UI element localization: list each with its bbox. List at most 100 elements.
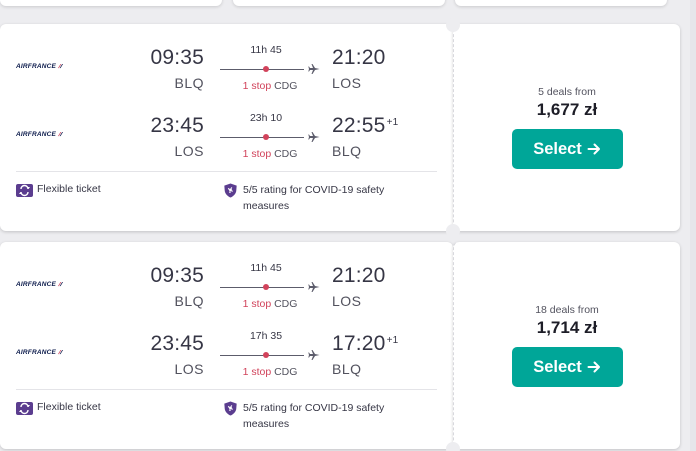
previous-result-edge: [0, 0, 696, 6]
departure-time: 09:35: [150, 46, 204, 69]
covid-rating-label: 5/5 rating for COVID-19 safety measures: [243, 184, 385, 212]
arrival-time: 21:20: [332, 46, 387, 70]
flight-duration: 17h 35: [249, 330, 283, 342]
departure-airport: LOS: [174, 361, 204, 377]
airline-name: AIRFRANCE: [16, 280, 57, 288]
airfrance-swoosh-icon: [58, 281, 64, 286]
stops-info: 1 stop CDG: [220, 148, 320, 160]
deals-count: 18 deals from: [535, 304, 599, 316]
flexible-ticket-feature: Flexible ticket: [16, 401, 101, 416]
covid-shield-icon: [224, 183, 237, 198]
price: 1,714 zł: [536, 318, 598, 337]
stop-dot: [263, 284, 269, 290]
itinerary-panel[interactable]: AIRFRANCE 09:35 BLQ 11h 45 1 stop CDG 21…: [0, 24, 453, 231]
arrival-airport: BLQ: [332, 143, 362, 159]
arrival-airport: LOS: [332, 293, 362, 309]
covid-rating-label: 5/5 rating for COVID-19 safety measures: [243, 402, 385, 430]
departure-airport: BLQ: [174, 75, 204, 91]
arrow-right-icon: [587, 361, 600, 373]
ticket-notch: [446, 18, 460, 32]
plane-icon: [308, 350, 320, 360]
select-label: Select: [533, 139, 582, 158]
stop-count: 1 stop: [242, 366, 272, 378]
price-panel: 5 deals from 1,677 zł Select: [453, 24, 680, 231]
stops-info: 1 stop CDG: [220, 366, 320, 378]
route-line: [220, 281, 320, 293]
result-card[interactable]: AIRFRANCE 09:35 BLQ 11h 45 1 stop CDG 21…: [0, 242, 680, 449]
stop-dot: [263, 66, 269, 72]
flight-duration: 23h 10: [249, 112, 283, 124]
route-line: [220, 131, 320, 143]
previous-card-stub: [233, 0, 445, 6]
result-card[interactable]: AIRFRANCE 09:35 BLQ 11h 45 1 stop CDG 21…: [0, 24, 680, 231]
previous-card-stub: [0, 0, 222, 6]
airfrance-swoosh-icon: [58, 131, 64, 136]
departure-time: 09:35: [150, 264, 204, 287]
arrival-airport: BLQ: [332, 361, 362, 377]
stop-count: 1 stop: [242, 298, 272, 310]
covid-shield-icon: [224, 401, 237, 416]
flight-leg-return: AIRFRANCE 23:45 LOS 23h 10 1 stop CDG 22…: [16, 112, 436, 174]
card-divider: [16, 389, 437, 390]
airline-name: AIRFRANCE: [16, 130, 57, 138]
flight-duration: 11h 45: [250, 44, 282, 56]
arrival-time: 21:20: [332, 264, 387, 288]
airline-name: AIRFRANCE: [16, 348, 57, 356]
arrival-airport: LOS: [332, 75, 362, 91]
plane-icon: [308, 282, 320, 292]
departure-airport: LOS: [174, 143, 204, 159]
covid-rating-feature: 5/5 rating for COVID-19 safety measures: [222, 183, 423, 214]
flight-leg-outbound: AIRFRANCE 09:35 BLQ 11h 45 1 stop CDG 21…: [16, 44, 436, 106]
arrival-time: 22:55+1: [332, 114, 398, 138]
flexible-ticket-icon: [16, 402, 33, 415]
arrival-time-value: 21:20: [332, 264, 386, 287]
deals-count: 5 deals from: [538, 86, 596, 98]
departure-time: 23:45: [150, 332, 204, 355]
airline-name: AIRFRANCE: [16, 62, 57, 70]
ticket-notch: [446, 442, 460, 451]
plane-icon: [308, 64, 320, 74]
arrival-time-value: 21:20: [332, 46, 386, 69]
plane-icon: [308, 132, 320, 142]
stops-info: 1 stop CDG: [220, 80, 320, 92]
airline-logo: AIRFRANCE: [16, 278, 76, 290]
select-button[interactable]: Select: [511, 129, 623, 169]
stops-info: 1 stop CDG: [220, 298, 320, 310]
airline-logo: AIRFRANCE: [16, 60, 76, 72]
previous-card-stub: [455, 0, 667, 6]
flexible-ticket-feature: Flexible ticket: [16, 183, 101, 198]
arrival-time-value: 22:55: [332, 114, 386, 137]
departure-airport: BLQ: [174, 293, 204, 309]
departure-time: 23:45: [150, 114, 204, 137]
card-divider: [16, 171, 437, 172]
arrival-time-value: 17:20: [332, 332, 386, 355]
stop-count: 1 stop: [242, 148, 272, 160]
airfrance-swoosh-icon: [58, 349, 64, 354]
flexible-ticket-label: Flexible ticket: [37, 183, 101, 195]
stop-airport: CDG: [274, 366, 298, 378]
stop-airport: CDG: [274, 148, 298, 160]
route-line: [220, 349, 320, 361]
ticket-notch: [446, 224, 460, 238]
airline-logo: AIRFRANCE: [16, 128, 76, 140]
select-label: Select: [533, 357, 582, 376]
arrow-right-icon: [587, 143, 600, 155]
covid-rating-feature: 5/5 rating for COVID-19 safety measures: [222, 401, 423, 432]
arrival-day-offset: +1: [386, 335, 399, 346]
flexible-ticket-icon: [16, 184, 33, 197]
itinerary-panel[interactable]: AIRFRANCE 09:35 BLQ 11h 45 1 stop CDG 21…: [0, 242, 453, 449]
stop-airport: CDG: [274, 80, 298, 92]
route-line: [220, 63, 320, 75]
price-panel: 18 deals from 1,714 zł Select: [453, 242, 680, 449]
airfrance-swoosh-icon: [58, 63, 64, 68]
airline-logo: AIRFRANCE: [16, 346, 76, 358]
scrollbar-track[interactable]: [690, 0, 696, 451]
select-button[interactable]: Select: [511, 347, 623, 387]
stop-dot: [263, 352, 269, 358]
arrival-time: 17:20+1: [332, 332, 398, 356]
flight-leg-return: AIRFRANCE 23:45 LOS 17h 35 1 stop CDG 17…: [16, 330, 436, 392]
stop-count: 1 stop: [242, 80, 272, 92]
flight-duration: 11h 45: [250, 262, 282, 274]
stop-dot: [263, 134, 269, 140]
price: 1,677 zł: [536, 100, 598, 119]
